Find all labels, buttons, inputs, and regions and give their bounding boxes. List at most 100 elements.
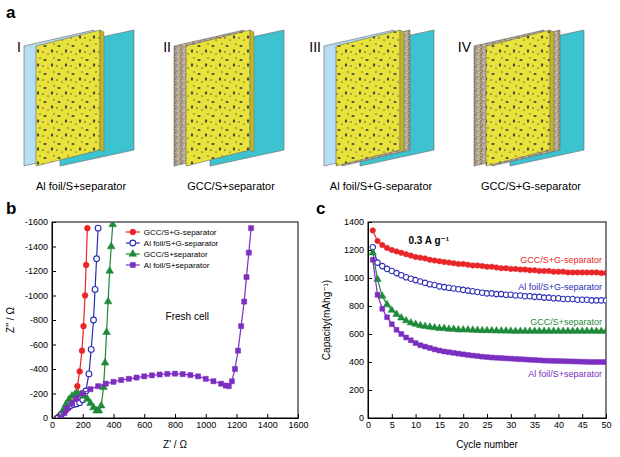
data-point [485,355,490,360]
tick-mark [392,414,393,418]
legend-swatch [130,240,136,246]
tick-label: 0 [359,413,364,423]
cell-schematic [24,30,134,166]
tick-label: 200 [76,420,91,430]
tick: 0 [43,413,56,423]
data-point [542,358,547,363]
tick-mark [114,414,115,418]
tick-mark [368,222,372,223]
series-label: GCC/S+G-separator [520,255,602,265]
tick: 800 [168,414,183,430]
data-point [575,359,580,364]
data-point [466,353,471,358]
series-line [373,260,606,362]
tick: -600 [30,340,56,350]
cell-schematic [174,30,284,166]
tick: 50 [601,414,611,430]
tick: 15 [435,414,445,430]
tick: 0 [359,413,372,423]
legend-label: GCC/S+G-separator [144,228,217,237]
tick-label: 1000 [196,420,216,430]
tick-label: -800 [30,315,48,325]
data-point [499,356,504,361]
tick-label: 400 [106,420,121,430]
plot-frame [368,222,606,418]
tick: -1000 [25,291,56,301]
y-axis: 0200400600800100012001400 [344,217,372,423]
tick: 10 [411,414,421,430]
data-point [101,358,109,365]
data-point [242,299,247,304]
data-point [398,314,405,320]
data-point [446,350,451,355]
tick-mark [582,414,583,418]
data-point [249,226,254,231]
numeral: III [309,39,321,55]
data-point [389,322,394,327]
tick: -200 [30,389,56,399]
tick-mark [206,414,207,418]
tick-mark [83,414,84,418]
tick-mark [52,320,56,321]
chart-panel: 0510152025303540455002004006008001000120… [316,199,612,450]
data-point [88,347,94,353]
data-point [95,225,101,231]
tick-mark [52,369,56,370]
series-line [373,247,606,300]
data-point [556,359,561,364]
data-point [88,387,93,392]
series-label: GCC/S+separator [530,317,602,327]
data-point [432,347,437,352]
sulfur-edge [400,30,404,152]
cell-label: Al foil/S+separator [36,180,127,192]
tick-label: 0 [366,420,371,430]
legend-swatch [130,262,135,267]
cell-label: GCC/S+G-separator [481,180,581,192]
data-point [106,267,114,274]
tick: 45 [578,414,588,430]
data-point [244,275,249,280]
tick-label: 50 [601,420,611,430]
data-point [489,355,494,360]
tick-mark [52,394,56,395]
x-axis-title: Z' / Ω [163,439,187,450]
data-point [180,372,185,377]
tick-mark [52,418,56,419]
tick: 800 [349,301,372,311]
data-point [423,344,428,349]
data-point [393,310,400,316]
tick: 200 [76,414,91,430]
legend-label: Al foil/S+separator [144,261,210,270]
data-point [589,360,594,365]
data-point [523,357,528,362]
data-point [104,297,112,304]
tick-label: 600 [137,420,152,430]
tick: 200 [349,385,372,395]
data-point [157,372,162,377]
legend: GCC/S+G-separatorAl foil/S+G-separatorGC… [126,228,219,270]
sulfur-edge [100,30,104,152]
x-axis: 02004006008001000120014001600 [50,414,309,430]
tick: -1200 [25,266,56,276]
numeral: I [17,39,21,55]
data-point [451,350,456,355]
data-point [226,384,231,389]
data-point [246,250,251,255]
data-point [470,353,475,358]
tick-label: 1200 [227,420,247,430]
tick: -1600 [25,217,56,227]
data-point [126,376,131,381]
axis-line [53,418,299,419]
y-axis: 0-200-400-600-800-1000-1200-1400-1600 [25,217,56,423]
tick-mark [416,414,417,418]
tick-label: 800 [168,420,183,430]
tick-label: 1200 [344,245,364,255]
data-point [604,360,606,365]
data-point [456,351,461,356]
data-point [84,225,90,231]
tick-label: 15 [435,420,445,430]
tick-mark [511,414,512,418]
tick-mark [298,414,299,418]
data-point [404,335,409,340]
numeral: IV [458,39,472,55]
